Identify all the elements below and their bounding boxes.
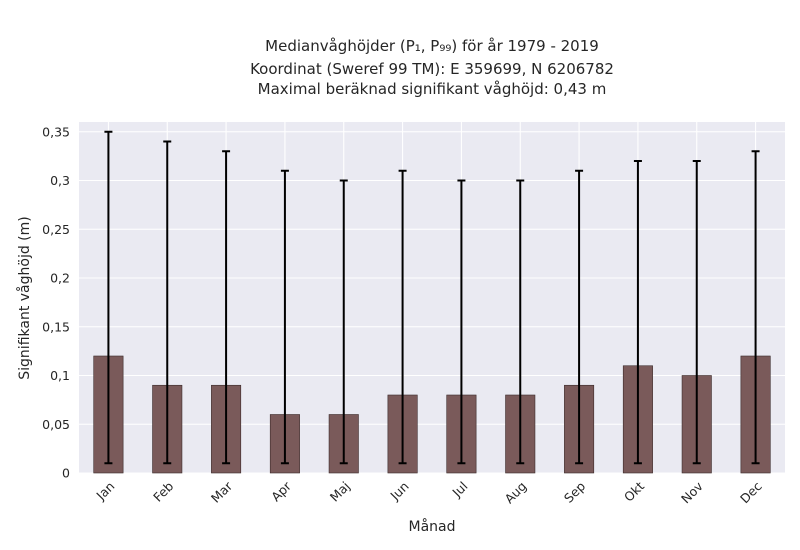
error-bar bbox=[633, 160, 642, 465]
chart-title: Medianvåghöjder (P₁, P₉₉) för år 1979 - … bbox=[250, 37, 614, 98]
x-axis-ticks: Jan Feb Mar Apr Maj Jun Jul Aug Sep Okt Nov Dec bbox=[93, 478, 765, 506]
error-bar bbox=[516, 179, 525, 465]
x-tick-label: Aug bbox=[501, 479, 529, 507]
x-axis-label: Månad bbox=[409, 518, 456, 535]
y-tick-label: 0,15 bbox=[42, 319, 70, 334]
error-bar bbox=[222, 150, 231, 465]
error-bar bbox=[339, 179, 348, 465]
error-bar bbox=[692, 160, 701, 465]
error-bar bbox=[575, 169, 584, 465]
x-tick-label: Jan bbox=[93, 479, 118, 504]
chart-title-line-3: Maximal beräknad signifikant våghöjd: 0,… bbox=[258, 80, 607, 98]
y-tick-label: 0,35 bbox=[42, 124, 70, 139]
error-bar bbox=[398, 169, 407, 465]
y-tick-label: 0,05 bbox=[42, 417, 70, 432]
x-tick-label: Apr bbox=[268, 478, 295, 505]
y-axis-label: Signifikant våghöjd (m) bbox=[16, 216, 33, 379]
x-tick-label: Sep bbox=[561, 478, 588, 505]
y-tick-label: 0,3 bbox=[50, 173, 70, 188]
x-tick-label: Jul bbox=[449, 479, 471, 501]
error-bar bbox=[751, 150, 760, 465]
x-tick-label: Feb bbox=[150, 478, 176, 504]
x-tick-label: Dec bbox=[737, 478, 765, 506]
x-tick-label: Okt bbox=[621, 478, 647, 504]
x-tick-label: Jun bbox=[387, 479, 412, 504]
x-tick-label: Mar bbox=[208, 478, 236, 506]
plot-area bbox=[79, 122, 785, 473]
y-tick-label: 0,25 bbox=[42, 222, 70, 237]
y-tick-label: 0,2 bbox=[50, 271, 70, 286]
x-tick-label: Nov bbox=[678, 478, 706, 506]
error-bar bbox=[104, 130, 113, 465]
error-bars bbox=[104, 130, 760, 465]
y-axis-ticks: 0 0,05 0,1 0,15 0,2 0,25 0,3 0,35 bbox=[42, 124, 70, 480]
x-tick-label: Maj bbox=[327, 479, 353, 505]
chart-title-line-2: Koordinat (Sweref 99 TM): E 359699, N 62… bbox=[250, 60, 614, 78]
chart-title-line-1: Medianvåghöjder (P₁, P₉₉) för år 1979 - … bbox=[265, 37, 599, 55]
error-bar bbox=[280, 169, 289, 465]
y-tick-label: 0,1 bbox=[50, 368, 70, 383]
y-tick-label: 0 bbox=[62, 466, 70, 481]
error-bar bbox=[457, 179, 466, 465]
error-bar bbox=[163, 140, 172, 465]
